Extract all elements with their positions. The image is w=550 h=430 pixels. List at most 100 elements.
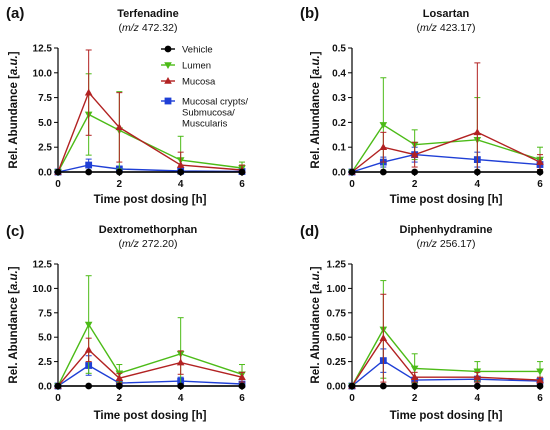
subtitle-part: ( — [417, 238, 421, 250]
y-tick-label: 0.75 — [327, 308, 347, 319]
x-axis-label: Time post dosing [h] — [390, 194, 503, 206]
legend-marker — [164, 97, 172, 105]
y-tick-label: 12.5 — [33, 44, 53, 55]
y-axis-label-part: ] — [8, 51, 20, 55]
chart-subtitle: (m/z 256.17) — [417, 238, 476, 250]
data-point — [115, 382, 123, 390]
data-point — [348, 382, 356, 390]
legend-label: Vehicle — [182, 45, 213, 56]
y-tick-label: 5.0 — [38, 333, 52, 344]
series-mucosa — [54, 337, 246, 389]
data-point — [54, 168, 62, 176]
data-point — [176, 161, 185, 168]
y-tick-label: 0.50 — [327, 333, 347, 344]
y-tick-label: 0.0 — [38, 168, 52, 179]
series-mucosa — [348, 62, 544, 175]
legend-label: Lumen — [182, 61, 211, 72]
y-axis-label: Rel. Abundance [a.u.] — [8, 51, 20, 168]
legend-label: Mucosa — [182, 77, 216, 88]
subtitle-part: 423.17) — [437, 22, 476, 34]
data-point — [84, 345, 93, 353]
chart-subtitle: (m/z 272.20) — [119, 238, 178, 250]
y-axis-label: Rel. Abundance [a.u.] — [8, 266, 20, 383]
panel-b: (b) Losartan(m/z 423.17)0.00.10.20.30.40.… — [300, 5, 544, 206]
x-axis-label: Time post dosing [h] — [390, 410, 503, 422]
chart-title: Diphenhydramine — [400, 224, 493, 236]
data-point — [115, 374, 124, 381]
x-tick-label: 4 — [178, 179, 184, 190]
legend-marker — [164, 62, 172, 69]
data-point — [238, 382, 246, 390]
series-lumen — [54, 275, 246, 390]
y-axis-label-part: ] — [310, 266, 322, 270]
y-tick-label: 1.00 — [327, 284, 347, 295]
y-tick-label: 0.0 — [332, 168, 346, 179]
data-point — [411, 168, 419, 176]
x-tick-label: 0 — [349, 393, 355, 404]
chart-title: Terfenadine — [117, 8, 179, 20]
y-tick-label: 0.4 — [332, 68, 346, 79]
legend-label: Mucosal crypts/ — [182, 97, 248, 108]
y-tick-label: 7.5 — [38, 308, 52, 319]
x-tick-label: 2 — [412, 179, 418, 190]
series-mucosal-crypts-submucosa-muscularis — [54, 158, 246, 176]
series-line — [351, 359, 541, 387]
y-tick-label: 0.5 — [332, 44, 346, 55]
subtitle-part: m/z — [420, 238, 438, 250]
subtitle-part: ( — [119, 238, 123, 250]
y-tick-label: 1.25 — [327, 260, 347, 271]
data-point — [410, 365, 419, 373]
series-mucosa — [54, 49, 246, 175]
y-tick-label: 10.0 — [33, 284, 53, 295]
data-point — [115, 123, 124, 131]
y-axis-label-part: ] — [8, 266, 20, 270]
chart-title: Losartan — [423, 8, 470, 20]
legend-entry-vehicle: Vehicle — [161, 45, 213, 56]
data-point — [473, 168, 481, 176]
chart-title: Dextromethorphan — [99, 224, 198, 236]
data-point — [54, 382, 62, 390]
subtitle-part: 472.32) — [139, 22, 178, 34]
panel-letter: (d) — [300, 223, 319, 240]
legend: Vehicle Lumen Mucosa Mucosal crypts/Submuco… — [161, 45, 248, 130]
series-mucosal-crypts-submucosa-muscularis — [54, 355, 246, 390]
data-point — [379, 334, 388, 341]
x-tick-label: 0 — [349, 179, 355, 190]
x-tick-label: 0 — [55, 393, 61, 404]
series-line — [351, 131, 541, 173]
x-tick-label: 2 — [117, 179, 123, 190]
legend-entry-lumen: Lumen — [161, 61, 211, 72]
series-mucosa — [348, 293, 544, 389]
data-point — [85, 161, 93, 169]
x-tick-label: 0 — [55, 179, 61, 190]
data-point — [473, 382, 481, 390]
panel-letter: (b) — [300, 5, 319, 22]
series-vehicle — [54, 382, 246, 390]
data-point — [536, 168, 544, 176]
panel-letter: (a) — [6, 5, 24, 22]
series-mucosal-crypts-submucosa-muscularis — [348, 348, 544, 390]
y-axis-label-part: a.u. — [8, 270, 20, 290]
panel-letter: (c) — [6, 223, 24, 240]
y-axis-label-part: Rel. Abundance [ — [8, 290, 20, 384]
data-point — [473, 128, 482, 136]
y-axis-label-part: a.u. — [310, 270, 322, 290]
x-tick-label: 2 — [412, 393, 418, 404]
data-point — [536, 382, 544, 390]
x-tick-label: 4 — [475, 179, 481, 190]
data-point — [379, 122, 388, 129]
data-point — [84, 88, 93, 96]
legend-entry-mucosa: Mucosa — [161, 77, 216, 88]
y-tick-label: 0.3 — [332, 93, 346, 104]
x-tick-label: 2 — [117, 393, 123, 404]
y-tick-label: 0.00 — [327, 382, 347, 393]
y-tick-label: 2.5 — [38, 143, 52, 154]
data-point — [238, 373, 246, 381]
y-tick-label: 0.1 — [332, 143, 346, 154]
x-tick-label: 6 — [537, 179, 543, 190]
data-point — [411, 382, 419, 390]
y-tick-label: 12.5 — [33, 260, 53, 271]
series-lumen — [348, 280, 544, 390]
y-axis-label-part: Rel. Abundance [ — [8, 75, 20, 169]
